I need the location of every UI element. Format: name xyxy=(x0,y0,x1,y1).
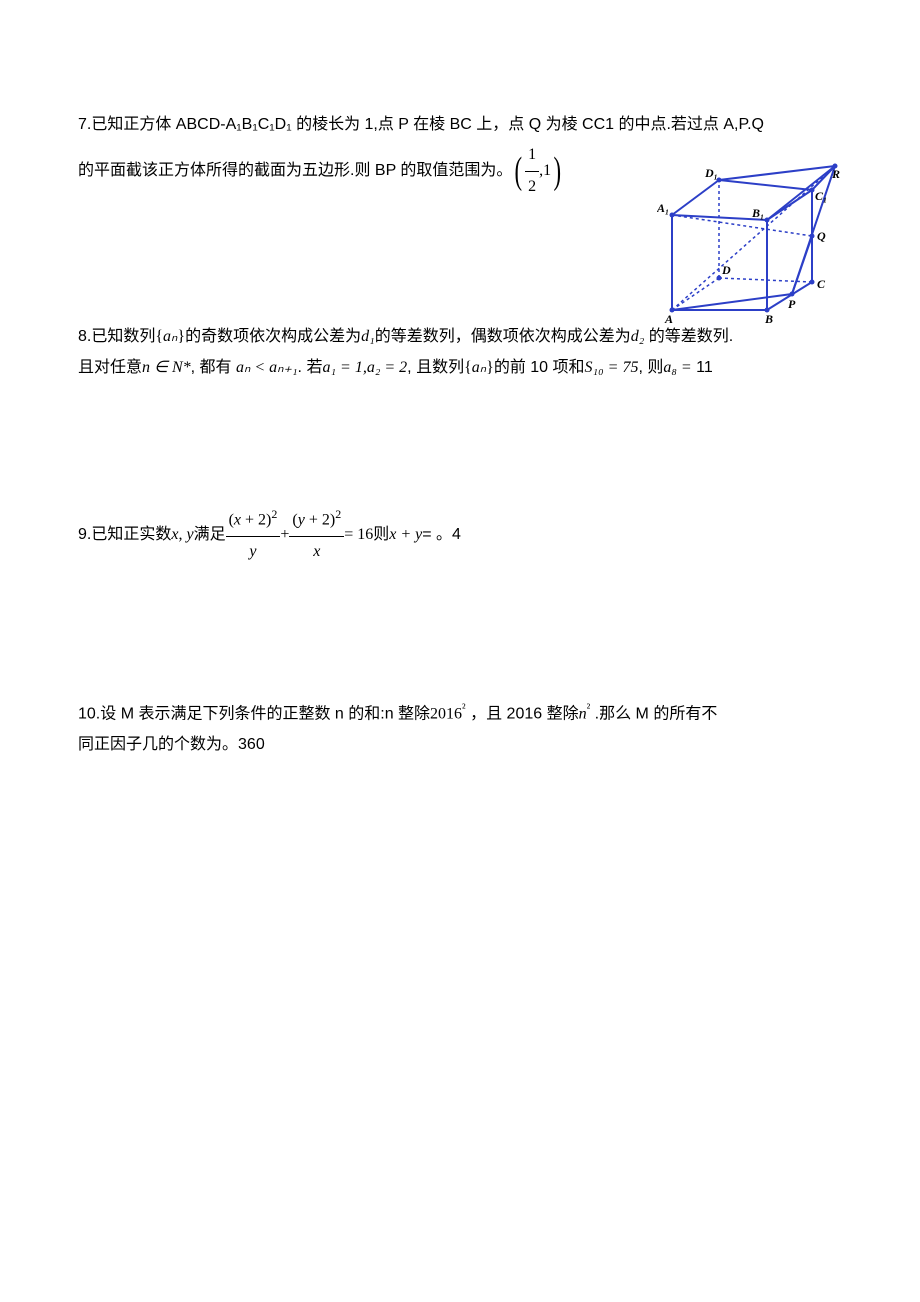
label-C: C xyxy=(817,277,826,291)
cube-diagram: A B C D A₁ B₁ C₁ D₁ P Q R xyxy=(657,160,842,336)
p8-line2: 且对任意n ∈ N*, 都有 aₙ < aₙ₊₁. 若a₁ = 1,a₂ = 2… xyxy=(78,353,842,383)
p8-an2: aₙ xyxy=(472,359,486,376)
p9-num2: (y + 2)2 xyxy=(289,503,344,537)
cube-svg: A B C D A₁ B₁ C₁ D₁ P Q R xyxy=(657,160,842,325)
p8-nN: n ∈ N* xyxy=(142,359,191,376)
problem-9: 9.已知正实数 x, y 满足 (x + 2)2 y + (y + 2)2 x … xyxy=(78,503,842,567)
p9-xy: x, y xyxy=(171,520,193,550)
p7-frac: 1 2 xyxy=(525,140,539,202)
p9-answer: 4 xyxy=(452,520,461,550)
p8-l2a: 且对任意 xyxy=(78,359,142,376)
p7-frac-num: 1 xyxy=(525,140,539,171)
p8-l2d: , 且数列 xyxy=(407,359,464,376)
p9-den1: y xyxy=(226,537,281,567)
label-Q: Q xyxy=(817,229,826,243)
problem-8: 8.已知数列{aₙ}的奇数项依次构成公差为d₁的等差数列，偶数项依次构成公差为d… xyxy=(78,322,842,383)
problem-10: 10.设 M 表示满足下列条件的正整数 n 的和:n 整除2016² ，且 20… xyxy=(78,697,842,760)
p10-answer: 360 xyxy=(238,736,265,753)
p8-l2e: 的前 10 项和 xyxy=(494,359,585,376)
p8-a1: a₁ = 1, xyxy=(322,359,366,376)
p7-line1: 7.已知正方体 ABCD-A₁B₁C₁D₁ 的棱长为 1,点 P 在棱 BC 上… xyxy=(78,116,764,133)
label-A1: A₁ xyxy=(657,201,669,215)
p9-eq16: = 16 xyxy=(344,520,373,550)
p9-frac2: (y + 2)2 x xyxy=(289,503,344,567)
p8-d1: d₁ xyxy=(361,328,375,345)
p9-equals: = 。 xyxy=(422,520,452,550)
p8-l1a: 8.已知数列 xyxy=(78,328,155,345)
label-C1: C₁ xyxy=(815,189,827,203)
p10-line1: 10.设 M 表示满足下列条件的正整数 n 的和:n 整除2016² ，且 20… xyxy=(78,697,842,730)
p10-l1c: .那么 M 的所有不 xyxy=(590,705,717,722)
p10-l1a: 10.设 M 表示满足下列条件的正整数 n 的和:n 整除 xyxy=(78,705,430,722)
label-D: D xyxy=(721,263,731,277)
paren-right: ) xyxy=(554,152,562,190)
p8-l1d: 的等差数列. xyxy=(644,328,733,345)
p9-xpy: x + y xyxy=(389,520,422,550)
p9-mid: 满足 xyxy=(194,520,226,550)
p8-l2f: , 则 xyxy=(638,359,663,376)
p8-S10: S₁₀ = 75 xyxy=(585,359,639,376)
p10-l1b: ，且 2016 整除 xyxy=(466,705,579,722)
p8-an1: aₙ xyxy=(163,328,177,345)
p9-pre: 9.已知正实数 xyxy=(78,520,171,550)
label-B1: B₁ xyxy=(751,206,764,220)
problem-7: 7.已知正方体 ABCD-A₁B₁C₁D₁ 的棱长为 1,点 P 在棱 BC 上… xyxy=(78,110,842,202)
p9-line: 9.已知正实数 x, y 满足 (x + 2)2 y + (y + 2)2 x … xyxy=(78,503,842,567)
p8-answer: 11 xyxy=(692,359,713,376)
p9-den2: x xyxy=(289,537,344,567)
p10-2016a: 2016 xyxy=(430,705,462,722)
p8-l2b: , 都有 xyxy=(191,359,232,376)
p9-frac1: (x + 2)2 y xyxy=(226,503,281,567)
label-R: R xyxy=(831,167,840,181)
label-P: P xyxy=(788,297,796,311)
p9-num1: (x + 2)2 xyxy=(226,503,281,537)
p9-plus: + xyxy=(280,520,289,550)
p8-line1: 8.已知数列{aₙ}的奇数项依次构成公差为d₁的等差数列，偶数项依次构成公差为d… xyxy=(78,322,842,352)
p7-frac-den: 2 xyxy=(525,172,539,202)
p8-l1c: 的等差数列，偶数项依次构成公差为 xyxy=(375,328,631,345)
p8-d2: d₂ xyxy=(631,328,645,345)
p10-n: n xyxy=(579,705,587,722)
p10-line2: 同正因子几的个数为。360 xyxy=(78,730,842,760)
problem-7-text: 7.已知正方体 ABCD-A₁B₁C₁D₁ 的棱长为 1,点 P 在棱 BC 上… xyxy=(78,110,842,140)
p8-ineq: aₙ < aₙ₊₁ xyxy=(236,359,298,376)
paren-left: ( xyxy=(515,152,523,190)
p8-l2c: . 若 xyxy=(298,359,323,376)
p8-a8: a₈ = xyxy=(663,359,691,376)
p8-l1b: 的奇数项依次构成公差为 xyxy=(185,328,361,345)
p7-interval-end: ,1 xyxy=(539,156,551,186)
p10-l2: 同正因子几的个数为。 xyxy=(78,736,238,753)
p8-a2: a₂ = 2 xyxy=(367,359,407,376)
label-D1: D₁ xyxy=(704,166,718,180)
p7-line2-pre: 的平面截该正方体所得的截面为五边形.则 BP 的取值范围为。 xyxy=(78,156,512,186)
p9-then: 则 xyxy=(373,520,389,550)
